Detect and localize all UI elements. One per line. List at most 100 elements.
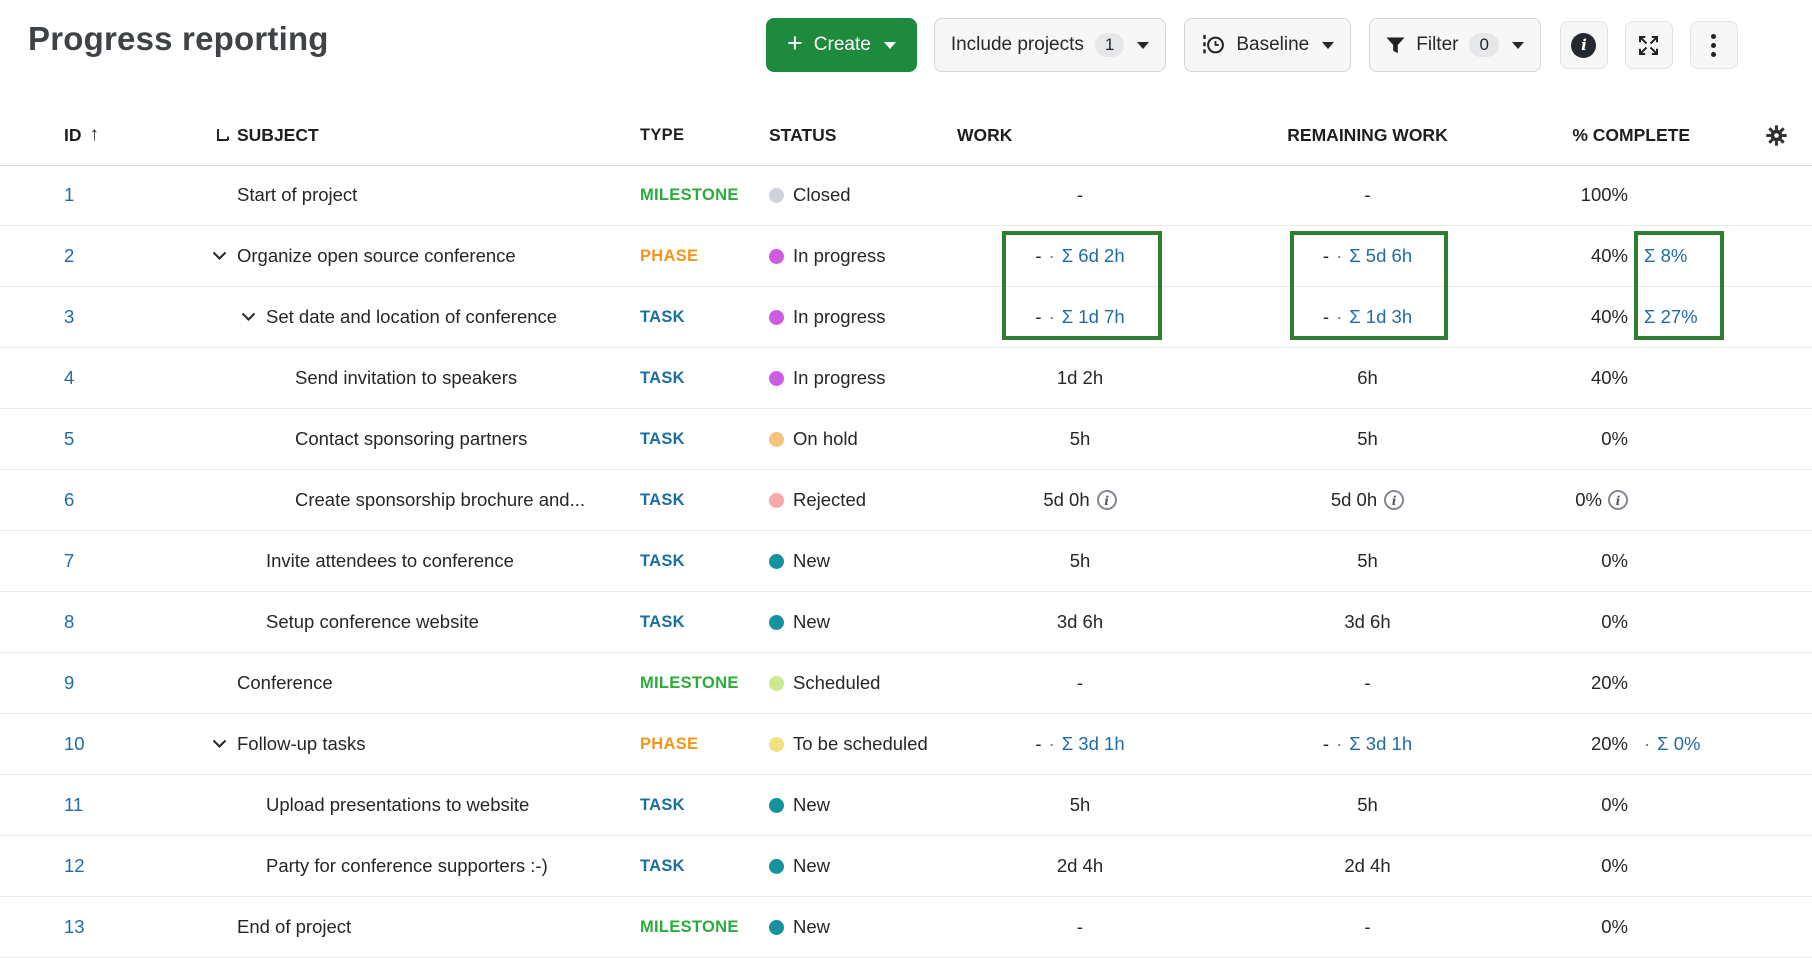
fullscreen-button[interactable] bbox=[1625, 21, 1673, 69]
table-row[interactable]: 9 Conference MILESTONE Scheduled - i - i bbox=[0, 653, 1812, 714]
include-projects-label: Include projects bbox=[951, 34, 1084, 56]
row-id-link[interactable]: 5 bbox=[64, 428, 74, 450]
work-value: 5d 0h bbox=[1043, 489, 1089, 511]
remaining-work-value: - bbox=[1364, 916, 1370, 938]
subject-text[interactable]: Invite attendees to conference bbox=[266, 550, 514, 572]
chevron-down-icon[interactable] bbox=[209, 251, 229, 261]
work-sum-value: Σ 3d 1h bbox=[1062, 733, 1125, 755]
baseline-label: Baseline bbox=[1236, 34, 1309, 56]
remaining-work-value: 5h bbox=[1357, 794, 1378, 816]
filter-button[interactable]: Filter 0 bbox=[1369, 18, 1541, 72]
work-cell: 5h i bbox=[945, 794, 1215, 816]
column-header-remaining-work[interactable]: REMAINING WORK bbox=[1215, 125, 1520, 146]
table-row[interactable]: 3 Set date and location of conference TA… bbox=[0, 287, 1812, 348]
work-value: - bbox=[1077, 184, 1083, 206]
subject-cell: Upload presentations to website bbox=[140, 794, 640, 816]
subject-text[interactable]: Contact sponsoring partners bbox=[295, 428, 527, 450]
row-id-link[interactable]: 10 bbox=[64, 733, 85, 755]
create-button[interactable]: + Create bbox=[766, 18, 917, 72]
progress-reporting-view: Progress reporting + Create Include proj… bbox=[0, 0, 1812, 942]
row-id-link[interactable]: 7 bbox=[64, 550, 74, 572]
table-row[interactable]: 4 Send invitation to speakers TASK In pr… bbox=[0, 348, 1812, 409]
row-id-link[interactable]: 11 bbox=[64, 794, 83, 816]
row-id-link[interactable]: 6 bbox=[64, 489, 74, 511]
info-button[interactable]: i bbox=[1560, 21, 1608, 69]
table-settings-button[interactable] bbox=[1740, 125, 1812, 146]
column-header-type[interactable]: TYPE bbox=[640, 126, 767, 145]
percent-complete-cell: 0% i bbox=[1520, 855, 1740, 877]
chevron-down-icon[interactable] bbox=[238, 312, 258, 322]
chevron-down-icon[interactable] bbox=[209, 739, 229, 749]
status-label: New bbox=[793, 550, 830, 572]
subject-text[interactable]: Upload presentations to website bbox=[266, 794, 529, 816]
column-header-status[interactable]: STATUS bbox=[767, 125, 945, 146]
subject-text[interactable]: Party for conference supporters :-) bbox=[266, 855, 548, 877]
table-row[interactable]: 5 Contact sponsoring partners TASK On ho… bbox=[0, 409, 1812, 470]
subject-text[interactable]: Set date and location of conference bbox=[266, 306, 557, 328]
percent-complete-cell: 0% i bbox=[1520, 794, 1740, 816]
row-id-link[interactable]: 2 bbox=[64, 245, 74, 267]
work-cell: - · Σ 6d 2h i bbox=[945, 245, 1215, 267]
percent-value: 40% bbox=[1591, 245, 1628, 267]
more-button[interactable] bbox=[1690, 21, 1738, 69]
row-id-link[interactable]: 8 bbox=[64, 611, 74, 633]
toolbar: + Create Include projects 1 Baseline bbox=[766, 18, 1738, 72]
status-dot bbox=[769, 432, 784, 447]
subject-text[interactable]: End of project bbox=[237, 916, 351, 938]
info-icon[interactable]: i bbox=[1384, 490, 1404, 510]
table-row[interactable]: 10 Follow-up tasks PHASE To be scheduled… bbox=[0, 714, 1812, 775]
info-icon[interactable]: i bbox=[1097, 490, 1117, 510]
table-row[interactable]: 13 End of project MILESTONE New - i - i bbox=[0, 897, 1812, 958]
row-id-link[interactable]: 9 bbox=[64, 672, 74, 694]
subject-text[interactable]: Send invitation to speakers bbox=[295, 367, 517, 389]
subject-text[interactable]: Setup conference website bbox=[266, 611, 479, 633]
status-label: Rejected bbox=[793, 489, 866, 511]
table-row[interactable]: 11 Upload presentations to website TASK … bbox=[0, 775, 1812, 836]
remaining-work-value: 5h bbox=[1357, 550, 1378, 572]
row-id-link[interactable]: 4 bbox=[64, 367, 74, 389]
subject-text[interactable]: Conference bbox=[237, 672, 333, 694]
work-value: 2d 4h bbox=[1057, 855, 1103, 877]
subject-text[interactable]: Create sponsorship brochure and... bbox=[295, 489, 585, 511]
hierarchy-icon[interactable] bbox=[214, 127, 230, 143]
subject-text[interactable]: Organize open source conference bbox=[237, 245, 516, 267]
subject-cell: Send invitation to speakers bbox=[140, 367, 640, 389]
remaining-work-value: 6h bbox=[1357, 367, 1378, 389]
subject-text[interactable]: Start of project bbox=[237, 184, 357, 206]
remaining-work-value: 5h bbox=[1357, 428, 1378, 450]
row-id-link[interactable]: 3 bbox=[64, 306, 74, 328]
fullscreen-icon bbox=[1637, 34, 1660, 57]
work-sum-value: Σ 6d 2h bbox=[1062, 245, 1125, 267]
row-id-link[interactable]: 13 bbox=[64, 916, 85, 938]
page-title: Progress reporting bbox=[28, 20, 329, 58]
percent-complete-cell: 40% i Σ 27% bbox=[1520, 306, 1740, 328]
percent-value: 0% bbox=[1601, 611, 1628, 633]
info-icon[interactable]: i bbox=[1608, 490, 1628, 510]
table-row[interactable]: 7 Invite attendees to conference TASK Ne… bbox=[0, 531, 1812, 592]
row-id-link[interactable]: 12 bbox=[64, 855, 85, 877]
column-header-work[interactable]: WORK bbox=[945, 125, 1215, 146]
percent-complete-cell: 40% i bbox=[1520, 367, 1740, 389]
work-value: - bbox=[1035, 245, 1041, 267]
include-projects-button[interactable]: Include projects 1 bbox=[934, 18, 1167, 72]
column-header-id[interactable]: ID ↑ bbox=[0, 124, 140, 146]
table-row[interactable]: 12 Party for conference supporters :-) T… bbox=[0, 836, 1812, 897]
status-dot bbox=[769, 676, 784, 691]
table-row[interactable]: 6 Create sponsorship brochure and... TAS… bbox=[0, 470, 1812, 531]
column-header-percent-complete[interactable]: % COMPLETE bbox=[1520, 125, 1740, 146]
remaining-work-sum-value: Σ 3d 1h bbox=[1349, 733, 1412, 755]
type-label: TASK bbox=[640, 796, 767, 815]
percent-complete-cell: 100% i bbox=[1520, 184, 1740, 206]
table-row[interactable]: 2 Organize open source conference PHASE … bbox=[0, 226, 1812, 287]
remaining-work-value: - bbox=[1364, 672, 1370, 694]
status-dot bbox=[769, 859, 784, 874]
subject-text[interactable]: Follow-up tasks bbox=[237, 733, 366, 755]
table-row[interactable]: 1 Start of project MILESTONE Closed - i … bbox=[0, 165, 1812, 226]
row-id-link[interactable]: 1 bbox=[64, 184, 74, 206]
baseline-button[interactable]: Baseline bbox=[1184, 18, 1351, 72]
table-row[interactable]: 8 Setup conference website TASK New 3d 6… bbox=[0, 592, 1812, 653]
percent-value: 0% bbox=[1601, 428, 1628, 450]
percent-complete-cell: 0% i bbox=[1520, 428, 1740, 450]
remaining-work-cell: 5h i bbox=[1215, 794, 1520, 816]
column-header-subject[interactable]: SUBJECT bbox=[140, 125, 640, 146]
